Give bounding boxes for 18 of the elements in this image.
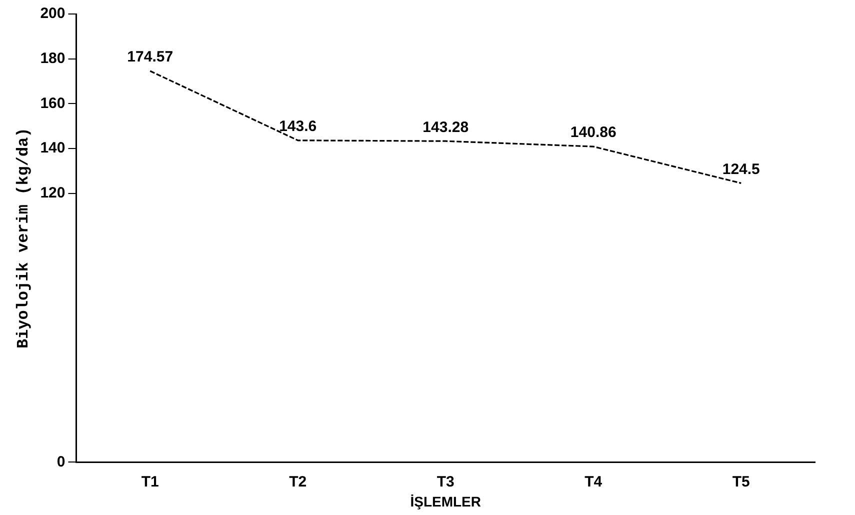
x-tick-label: T3	[436, 473, 454, 490]
x-axis-title: İŞLEMLER	[410, 493, 482, 510]
data-label: 174.57	[127, 48, 174, 66]
y-tick-label: 160	[40, 94, 66, 112]
data-label: 143.28	[422, 118, 469, 136]
y-tick-label: 140	[40, 140, 66, 157]
y-axis-title: Biyolojik verim (kg/da)	[14, 128, 33, 349]
y-tick-label: 180	[40, 50, 66, 67]
data-label: 124.5	[722, 160, 760, 178]
x-tick-label: T4	[584, 473, 603, 490]
data-label: 140.86	[570, 124, 616, 142]
y-tick-label: 120	[40, 184, 66, 202]
y-tick-label: 0	[56, 453, 66, 470]
x-tick-label: T1	[141, 473, 159, 490]
x-tick-label: T5	[732, 473, 750, 490]
y-tick-label: 200	[40, 5, 66, 22]
x-tick-label: T2	[289, 473, 307, 490]
data-label: 143.6	[279, 118, 317, 136]
